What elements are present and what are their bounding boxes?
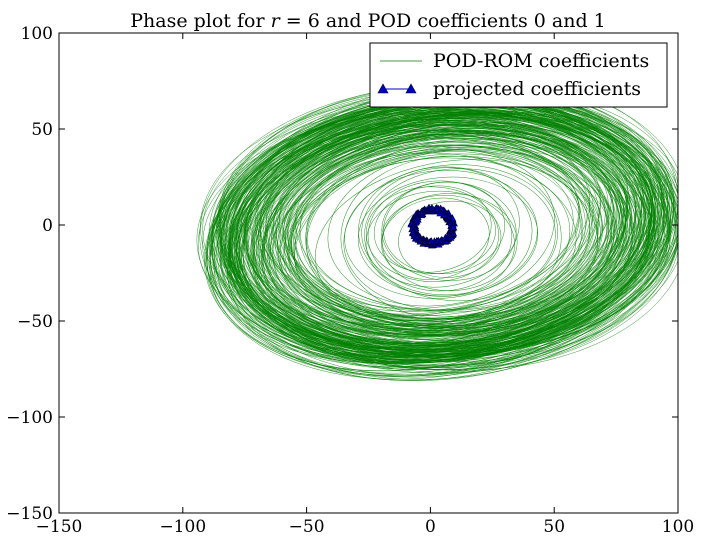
- x-tick-label: −150: [36, 517, 83, 537]
- pod-rom-orbit: [398, 200, 502, 278]
- title-c0: 0: [534, 10, 546, 32]
- projected-marker: [449, 223, 458, 231]
- y-tick-label: −150: [6, 504, 53, 524]
- legend-marker-right: [405, 83, 417, 94]
- y-tick-label: 50: [31, 120, 53, 140]
- pod-rom-orbit: [262, 119, 650, 347]
- pod-rom-orbit: [232, 117, 627, 363]
- pod-rom-orbit: [220, 119, 652, 352]
- pod-rom-orbit: [382, 193, 518, 291]
- pod-rom-orbit: [236, 129, 617, 333]
- pod-rom-orbit: [381, 197, 490, 280]
- plot-frame: [58, 32, 679, 514]
- pod-rom-orbit: [357, 176, 538, 297]
- pod-rom-orbit: [252, 120, 642, 350]
- pod-rom-orbit: [230, 107, 649, 366]
- y-tick-label: 0: [42, 216, 53, 236]
- title-mid: and POD coefficients: [320, 10, 534, 32]
- pod-rom-orbit: [285, 127, 609, 316]
- pod-rom-orbit: [270, 131, 591, 318]
- title-prefix: Phase plot for: [130, 10, 270, 32]
- pod-rom-orbit: [250, 125, 628, 337]
- pod-rom-orbit: [243, 117, 623, 332]
- pod-rom-orbit: [289, 140, 603, 327]
- pod-rom-orbit: [295, 133, 594, 313]
- pod-rom-orbit: [343, 164, 559, 310]
- title-eq: =: [280, 10, 308, 32]
- y-tick-label: 100: [21, 24, 53, 44]
- legend-label-pod-rom: POD-ROM coefficients: [433, 50, 649, 72]
- pod-rom-orbit: [250, 109, 623, 340]
- pod-rom-orbit: [305, 144, 601, 328]
- pod-rom-orbit: [364, 168, 556, 302]
- pod-rom-orbit: [261, 110, 642, 357]
- pod-rom-orbit: [383, 181, 506, 275]
- title-r: r: [271, 10, 282, 32]
- legend-box: [369, 42, 668, 108]
- legend: POD-ROM coefficients projected coefficie…: [369, 42, 668, 108]
- x-tick-label: 50: [543, 517, 565, 537]
- legend-marker-left: [377, 83, 389, 94]
- y-tick-label: −50: [17, 312, 53, 332]
- pod-rom-orbit: [358, 166, 533, 296]
- pod-rom-orbit: [306, 153, 597, 311]
- pod-rom-orbit: [365, 190, 515, 297]
- pod-rom-orbit: [279, 135, 580, 315]
- pod-rom-orbit: [261, 125, 653, 349]
- title-r-value: 6: [308, 10, 320, 32]
- pod-rom-orbit: [361, 167, 520, 288]
- pod-rom-orbit: [367, 180, 513, 292]
- title-and: and: [546, 10, 594, 32]
- pod-rom-orbit: [291, 149, 580, 312]
- pod-rom-orbit: [256, 114, 647, 356]
- chart-title: Phase plot for r = 6 and POD coefficient…: [130, 10, 606, 32]
- pod-rom-orbit: [245, 112, 634, 352]
- x-tick-label: 0: [425, 517, 436, 537]
- pod-rom-orbit: [294, 149, 582, 326]
- pod-rom-orbit: [265, 138, 648, 342]
- pod-rom-orbit: [365, 186, 499, 282]
- plot-series-layer: [196, 78, 678, 381]
- pod-rom-orbit: [275, 135, 609, 336]
- pod-rom-orbit: [268, 133, 631, 344]
- title-c1: 1: [594, 10, 606, 32]
- axes-layer: −150 −100 −50 0 50 100 −150 −100 −50 0 50 100: [6, 24, 694, 537]
- x-tick-label: −50: [289, 517, 325, 537]
- pod-rom-orbit: [277, 142, 592, 330]
- pod-rom-orbit: [327, 151, 555, 307]
- x-tick-label: 100: [662, 517, 694, 537]
- x-tick-label: −100: [159, 517, 206, 537]
- y-tick-label: −100: [6, 408, 53, 428]
- pod-rom-orbit: [277, 131, 601, 316]
- pod-rom-orbit: [276, 121, 594, 321]
- pod-rom-orbit: [234, 120, 620, 359]
- legend-label-projected: projected coefficients: [433, 78, 641, 100]
